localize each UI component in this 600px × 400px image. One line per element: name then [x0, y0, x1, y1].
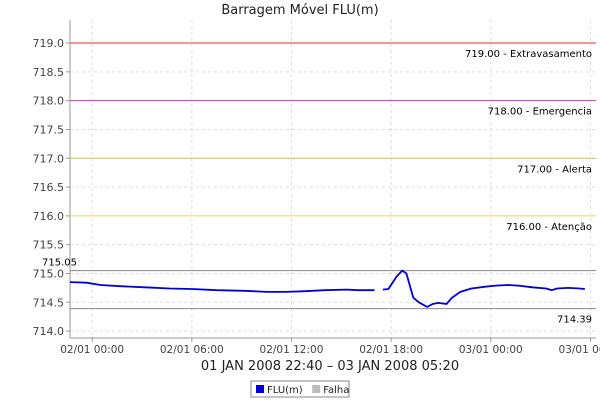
- chart-title: Barragem Móvel FLU(m): [221, 3, 378, 18]
- threshold-label: 717.00 - Alerta: [517, 164, 592, 175]
- marker-label: 715.05: [42, 258, 77, 269]
- y-tick-label: 716.5: [33, 181, 65, 194]
- legend-swatch: [312, 385, 321, 393]
- series-line: [69, 281, 375, 293]
- y-tick-label: 719.0: [33, 37, 65, 50]
- y-tick-label: 715.0: [33, 267, 65, 280]
- y-tick-label: 718.5: [33, 66, 65, 79]
- legend-label: FLU(m): [267, 385, 303, 396]
- x-tick-label: 02/01 06:00: [160, 344, 224, 356]
- y-tick-label: 714.0: [33, 325, 65, 338]
- y-tick-label: 717.5: [33, 123, 65, 136]
- marker-label: 714.39: [557, 315, 592, 326]
- x-tick-label: 02/01 18:00: [359, 344, 423, 356]
- y-tick-label: 714.5: [33, 296, 65, 309]
- y-tick-label: 716.0: [33, 210, 65, 223]
- threshold-label: 718.00 - Emergencia: [488, 107, 592, 118]
- y-tick-label: 717.0: [33, 152, 65, 165]
- legend-label: Falha: [323, 385, 349, 396]
- chart-subtitle: 01 JAN 2008 22:40 – 03 JAN 2008 05:20: [201, 359, 459, 374]
- x-tick-label: 03/01 00:00: [459, 344, 523, 356]
- x-tick-label: 03/01 06:00: [559, 344, 600, 356]
- legend-box: [250, 380, 350, 398]
- threshold-label: 719.00 - Extravasamento: [465, 49, 592, 60]
- y-tick-label: 715.5: [33, 239, 65, 252]
- y-tick-label: 718.0: [33, 95, 65, 108]
- x-tick-label: 02/01 00:00: [60, 344, 124, 356]
- legend-swatch: [256, 385, 264, 393]
- series-line: [382, 269, 585, 308]
- x-tick-label: 02/01 12:00: [260, 344, 324, 356]
- threshold-label: 716.00 - Atenção: [506, 222, 592, 233]
